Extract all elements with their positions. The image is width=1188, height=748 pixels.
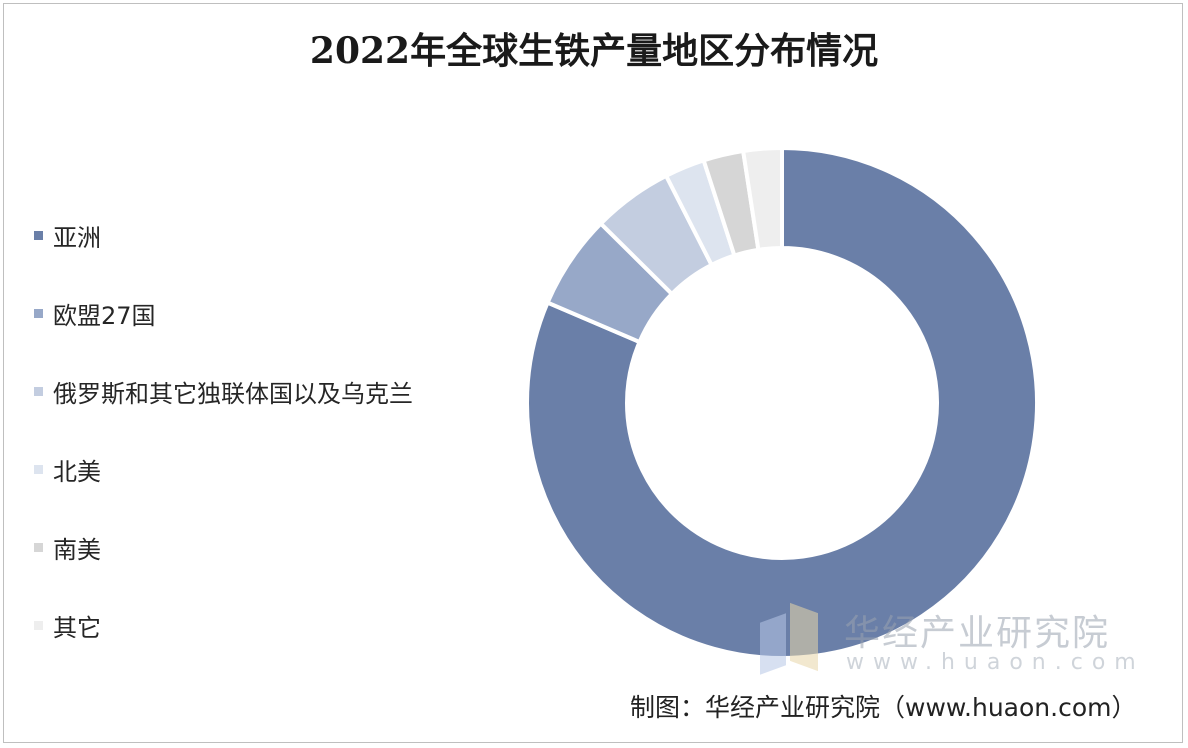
legend-swatch bbox=[34, 308, 43, 318]
legend-label: 俄罗斯和其它独联体国以及乌克兰 bbox=[53, 379, 413, 408]
legend-item: 北美 bbox=[34, 430, 413, 508]
donut-slice bbox=[525, 145, 1039, 660]
legend-swatch bbox=[34, 230, 43, 240]
legend-swatch bbox=[34, 542, 43, 552]
legend-swatch bbox=[34, 386, 43, 396]
legend-item: 南美 bbox=[34, 508, 413, 586]
chart-frame bbox=[3, 3, 1183, 743]
legend-item: 其它 bbox=[34, 586, 413, 664]
legend-label: 北美 bbox=[53, 457, 101, 486]
legend-label: 亚洲 bbox=[53, 223, 101, 252]
legend-item: 欧盟27国 bbox=[34, 274, 413, 352]
watermark-url: www.huaon.com bbox=[846, 650, 1145, 675]
watermark-name: 华经产业研究院 bbox=[844, 613, 1111, 654]
donut-slice bbox=[740, 145, 784, 253]
watermark-logo-icon bbox=[760, 602, 822, 675]
legend-item: 亚洲 bbox=[34, 196, 413, 274]
source-note: 制图：华经产业研究院（www.huaon.com） bbox=[630, 693, 1137, 722]
legend-label: 南美 bbox=[53, 535, 101, 564]
legend-swatch bbox=[34, 464, 43, 474]
legend-label: 其它 bbox=[53, 613, 101, 642]
chart-legend: 亚洲欧盟27国俄罗斯和其它独联体国以及乌克兰 北美南美其它 bbox=[34, 196, 413, 664]
watermark: 华经产业研究院 www.huaon.com bbox=[760, 602, 1140, 684]
legend-label: 欧盟27国 bbox=[53, 301, 156, 330]
chart-title: 2022年全球生铁产量地区分布情况 bbox=[309, 30, 879, 72]
legend-swatch bbox=[34, 620, 43, 630]
legend-item: 俄罗斯和其它独联体国以及乌克兰 bbox=[34, 352, 413, 430]
